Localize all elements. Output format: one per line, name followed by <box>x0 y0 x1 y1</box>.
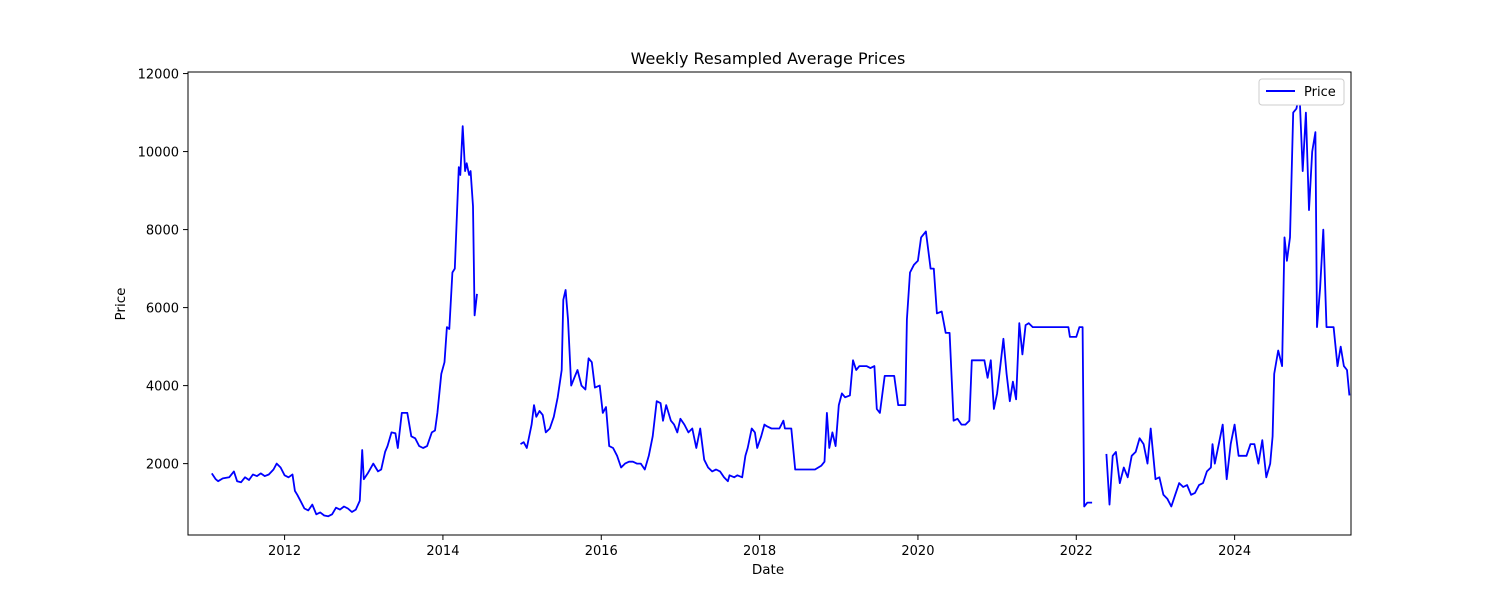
y-tick-label: 2000 <box>146 458 179 473</box>
x-axis-label: Date <box>752 562 784 578</box>
series-line-price-segment-0 <box>211 125 478 518</box>
y-axis-ticks: 2000 4000 6000 8000 10000 12000 <box>138 68 188 473</box>
y-tick-label: 8000 <box>146 224 179 239</box>
y-tick-label: 4000 <box>146 380 179 395</box>
y-tick-label: 6000 <box>146 302 179 317</box>
legend-label-price: Price <box>1304 85 1336 100</box>
y-tick-label: 10000 <box>138 146 179 161</box>
x-tick-label: 2020 <box>901 544 934 559</box>
y-tick-label: 12000 <box>138 68 179 83</box>
plot-area <box>187 71 1352 536</box>
x-tick-label: 2022 <box>1060 544 1093 559</box>
x-axis-ticks: 2012 2014 2016 2018 2020 2022 2024 <box>268 535 1251 559</box>
chart-title: Weekly Resampled Average Prices <box>631 49 906 68</box>
x-tick-label: 2018 <box>743 544 776 559</box>
x-tick-label: 2024 <box>1218 544 1251 559</box>
series-line-price-segment-1 <box>520 230 1093 508</box>
y-axis-label: Price <box>113 288 129 321</box>
legend: Price <box>1258 78 1345 106</box>
series-layer <box>211 92 1351 518</box>
x-tick-label: 2016 <box>585 544 618 559</box>
series-line-price-segment-2 <box>1105 92 1351 508</box>
x-tick-label: 2014 <box>426 544 459 559</box>
legend-box <box>1258 78 1345 106</box>
axes-frame <box>187 71 1352 536</box>
x-tick-label: 2012 <box>268 544 301 559</box>
